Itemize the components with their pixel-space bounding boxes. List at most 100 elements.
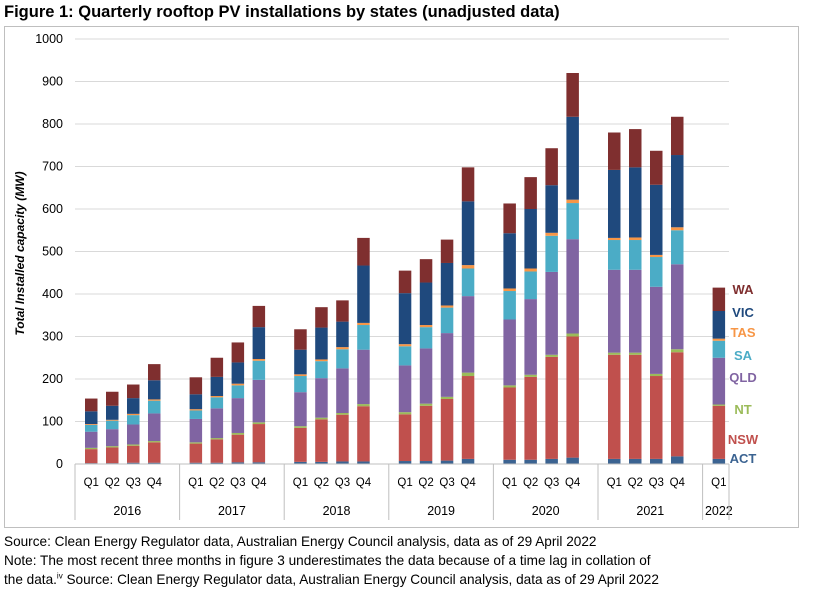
bar-segment-wa <box>503 203 516 234</box>
bar-segment-vic <box>127 398 140 414</box>
bar-segment-tas <box>545 232 558 236</box>
bar-segment-nt <box>440 396 454 399</box>
bar-segment-nsw <box>127 445 140 463</box>
bar-segment-nsw <box>629 354 642 459</box>
x-tick-label: Q4 <box>670 477 686 489</box>
bar-segment-vic <box>440 262 454 306</box>
bar-segment-act <box>545 458 558 464</box>
bar-segment-act <box>398 461 412 464</box>
bar-segment-nt <box>294 426 307 428</box>
bar-segment-vic <box>315 327 328 360</box>
x-tick-label: Q3 <box>126 477 141 489</box>
bar-segment-wa <box>315 307 328 328</box>
bar-segment-wa <box>357 237 370 266</box>
bar-segment-tas <box>629 237 642 241</box>
year-label: 2016 <box>113 504 141 518</box>
bar-segment-act <box>336 461 349 464</box>
x-tick-label: Q1 <box>84 477 99 489</box>
bar-segment-nsw <box>461 376 475 459</box>
bar-segment-tas <box>85 424 98 425</box>
x-tick-label: Q1 <box>188 477 203 489</box>
bar-segment-wa <box>712 287 726 311</box>
bar-segment-sa <box>545 235 558 272</box>
bar-segment-tas <box>106 419 119 421</box>
bar-segment-qld <box>127 424 140 445</box>
note-line-2: the data.iv Source: Clean Energy Regulat… <box>4 570 659 589</box>
bar-segment-tas <box>315 359 328 362</box>
y-tick-label: 500 <box>42 245 63 259</box>
bar-segment-vic <box>294 349 307 375</box>
bar-segment-qld <box>106 429 119 447</box>
bar-segment-act <box>294 461 307 464</box>
bar-segment-act <box>671 456 684 464</box>
bar-segment-act <box>210 462 224 464</box>
bar-segment-nsw <box>231 434 245 463</box>
stacked-bar-chart: 0 100 200 300 400 500 600 700 800 900 1000 Total In… <box>13 32 759 520</box>
bar-segment-sa <box>712 340 726 358</box>
bar-segment-sa <box>127 415 140 425</box>
bar-segment-tas <box>503 288 516 292</box>
bar-segment-qld <box>189 418 203 443</box>
bar-segment-wa <box>461 167 475 202</box>
y-tick-label: 400 <box>42 287 63 301</box>
bar-segment-nsw <box>440 398 454 461</box>
bar-segment-nsw <box>650 376 663 459</box>
bar-segment-act <box>712 458 726 464</box>
y-axis-label: Total Installed capacity (MW) <box>13 171 27 335</box>
x-tick-label: Q2 <box>209 477 224 489</box>
bar-segment-nt <box>252 422 266 425</box>
bar-segment-qld <box>671 264 684 350</box>
figure-title: Figure 1: Quarterly rooftop PV installat… <box>4 3 560 21</box>
bar-segment-tas <box>608 237 621 241</box>
bar-segment-sa <box>336 349 349 369</box>
bar-segment-nt <box>608 352 621 355</box>
bar-segment-act <box>650 458 663 464</box>
bar-segment-nt <box>419 403 433 406</box>
bar-segment-tas <box>357 322 370 326</box>
bar-segment-vic <box>189 394 203 410</box>
note-line-2-end: Source: Clean Energy Regulator data, Aus… <box>62 572 659 587</box>
bar-segment-nt <box>503 385 516 388</box>
bar-segment-wa <box>85 398 98 412</box>
bar-segment-nt <box>545 354 558 357</box>
bar-segment-vic <box>461 201 475 266</box>
bar-segment-nsw <box>315 419 328 462</box>
bar-segment-vic <box>357 265 370 323</box>
bar-segment-nt <box>398 412 412 415</box>
bar-segment-wa <box>629 129 642 168</box>
legend-label-vic: VIC <box>732 305 754 320</box>
x-tick-label: Q1 <box>711 477 726 489</box>
bar-segment-tas <box>712 338 726 341</box>
bar-segment-tas <box>440 305 454 308</box>
y-tick-label: 300 <box>42 330 63 344</box>
bar-segment-wa <box>189 377 203 395</box>
x-tick-label: Q1 <box>397 477 412 489</box>
bar-segment-sa <box>85 424 98 432</box>
bar-segment-qld <box>566 239 579 334</box>
bar-segment-sa <box>608 240 621 270</box>
bar-segment-wa <box>608 132 621 170</box>
bar-segment-nt <box>524 374 537 377</box>
bar-segment-act <box>566 457 579 464</box>
bar-segment-nsw <box>503 387 516 460</box>
bar-segment-wa <box>231 342 245 363</box>
bar-segment-vic <box>650 184 663 255</box>
bar-segment-qld <box>419 348 433 404</box>
bar-segment-sa <box>106 420 119 430</box>
bar-segment-sa <box>503 291 516 320</box>
x-tick-label: Q3 <box>335 477 350 489</box>
bar-segment-nsw <box>252 424 266 463</box>
bar-segment-nt <box>357 404 370 407</box>
bar-segment-nt <box>315 417 328 420</box>
bar-segment-sa <box>357 325 370 350</box>
x-tick-label: Q4 <box>251 477 267 489</box>
bar-segment-nsw <box>85 449 98 464</box>
bar-segment-tas <box>252 359 266 361</box>
bar-segment-tas <box>189 409 203 411</box>
x-tick-label: Q4 <box>147 477 163 489</box>
bar-segment-vic <box>629 167 642 238</box>
bar-segment-vic <box>148 380 161 400</box>
bar-segment-vic <box>210 376 224 396</box>
bar-segment-nsw <box>545 356 558 459</box>
bar-segment-wa <box>252 305 266 328</box>
